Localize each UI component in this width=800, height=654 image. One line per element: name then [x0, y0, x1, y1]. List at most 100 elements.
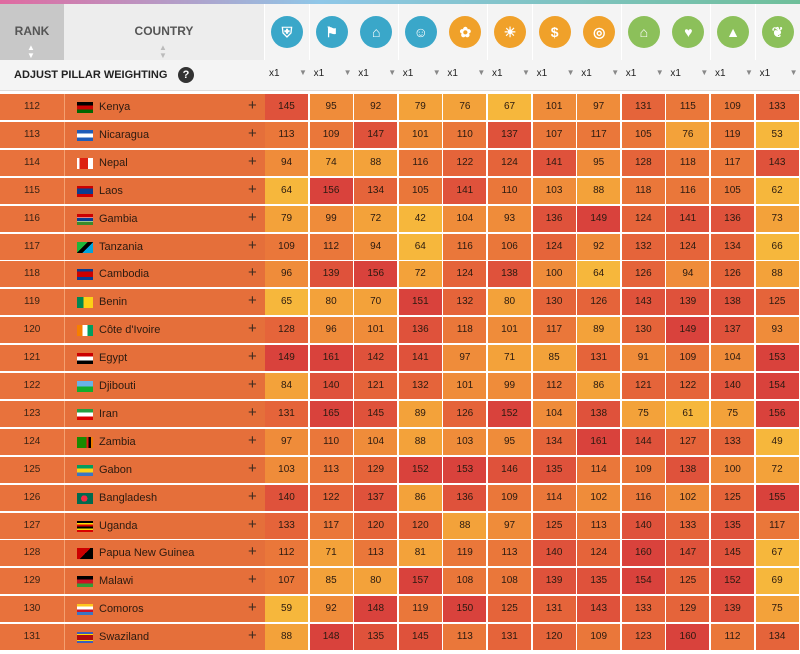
- chevron-down-icon[interactable]: ▼: [745, 68, 753, 77]
- country-cell[interactable]: Papua New Guinea +: [64, 540, 265, 567]
- country-cell[interactable]: Iran +: [64, 400, 265, 427]
- chevron-down-icon[interactable]: ▼: [343, 68, 352, 77]
- chevron-down-icon[interactable]: ▼: [432, 68, 441, 77]
- table-row[interactable]: 116 Gambia +79 99 72 42 104 93 136 149 124 141 136 73: [0, 205, 800, 233]
- expand-plus-icon[interactable]: +: [248, 320, 257, 338]
- expand-plus-icon[interactable]: +: [248, 431, 257, 449]
- sort-arrows-icon[interactable]: ▲ ▼: [27, 43, 35, 60]
- country-cell[interactable]: Kenya +: [64, 94, 265, 120]
- help-icon[interactable]: ?: [178, 67, 194, 83]
- money-bag-icon[interactable]: $: [538, 16, 571, 48]
- pillar-header-2[interactable]: ⚑: [309, 4, 354, 60]
- table-row[interactable]: 120 Côte d'Ivoire +128 96 101 136 118 101 117 89 1…: [0, 317, 800, 344]
- chevron-down-icon[interactable]: ▼: [299, 68, 307, 77]
- country-cell[interactable]: Egypt +: [64, 345, 265, 372]
- sort-arrows-icon[interactable]: ▲ ▼: [159, 43, 167, 60]
- pillar-header-6[interactable]: ☀: [488, 4, 532, 60]
- table-row[interactable]: 119 Benin +65 80 70 151 132 80 130 126 143 139 138 12…: [0, 289, 800, 316]
- table-row[interactable]: 112 Kenya +145 95 92 79 76 67 101 97 131 115 109 133: [0, 94, 800, 121]
- country-cell[interactable]: Comoros +: [64, 596, 265, 623]
- expand-plus-icon[interactable]: +: [248, 152, 257, 170]
- table-row[interactable]: 131 Swaziland +88 148 135 145 113 131 120 109 123 1…: [0, 624, 800, 651]
- table-row[interactable]: 117 Tanzania +109 112 94 64 116 106 124 92 132 124 1…: [0, 233, 800, 261]
- table-row[interactable]: 113 Nicaragua +113 109 147 101 110 137 107 117 105…: [0, 121, 800, 149]
- expand-plus-icon[interactable]: +: [248, 97, 257, 114]
- country-cell[interactable]: Zambia +: [64, 428, 265, 455]
- country-column-header[interactable]: COUNTRY ▲ ▼: [64, 4, 264, 60]
- pillar-header-12[interactable]: ❦: [755, 4, 800, 60]
- country-cell[interactable]: Tanzania +: [64, 233, 265, 260]
- chevron-down-icon[interactable]: ▼: [566, 68, 575, 77]
- pillar-header-7[interactable]: $: [532, 4, 577, 60]
- country-cell[interactable]: Benin +: [64, 289, 265, 316]
- bank-icon[interactable]: ⌂: [360, 16, 393, 48]
- country-cell[interactable]: Nepal +: [64, 149, 265, 176]
- chevron-down-icon[interactable]: ▼: [388, 68, 397, 77]
- shield-icon[interactable]: ⛨: [271, 16, 303, 48]
- expand-plus-icon[interactable]: +: [248, 403, 257, 421]
- table-row[interactable]: 129 Malawi +107 85 80 157 108 108 139 135 154 125 15…: [0, 568, 800, 595]
- chevron-down-icon[interactable]: ▼: [789, 68, 798, 77]
- country-cell[interactable]: Bangladesh +: [64, 484, 265, 511]
- graduation-cap-icon[interactable]: ▲: [717, 16, 749, 48]
- country-cell[interactable]: Malawi +: [64, 568, 265, 595]
- plant-icon[interactable]: ✿: [449, 16, 482, 48]
- country-cell[interactable]: Djibouti +: [64, 373, 265, 399]
- table-row[interactable]: 124 Zambia +97 110 104 88 103 95 134 161 144 127 133…: [0, 428, 800, 456]
- country-cell[interactable]: Laos +: [64, 177, 265, 204]
- expand-plus-icon[interactable]: +: [248, 515, 257, 533]
- chevron-down-icon[interactable]: ▼: [611, 68, 620, 77]
- table-row[interactable]: 128 Papua New Guinea +112 71 113 81 119 113 140 1…: [0, 540, 800, 567]
- table-row[interactable]: 127 Uganda +133 117 120 120 88 97 125 113 140 133 13…: [0, 512, 800, 540]
- rank-column-header[interactable]: RANK ▲ ▼: [0, 4, 64, 60]
- expand-plus-icon[interactable]: +: [248, 264, 257, 282]
- country-cell[interactable]: Uganda +: [64, 512, 265, 539]
- country-cell[interactable]: Swaziland +: [64, 624, 265, 651]
- country-cell[interactable]: Côte d'Ivoire +: [64, 317, 265, 344]
- table-row[interactable]: 125 Gabon +103 113 129 152 153 146 135 114 109 138 1…: [0, 456, 800, 484]
- country-cell[interactable]: Cambodia +: [64, 261, 265, 288]
- expand-plus-icon[interactable]: +: [248, 292, 257, 310]
- pillar-header-9[interactable]: ⌂: [621, 4, 666, 60]
- lightbulb-icon[interactable]: ☀: [494, 16, 526, 48]
- expand-plus-icon[interactable]: +: [248, 459, 257, 477]
- chevron-down-icon[interactable]: ▼: [477, 68, 486, 77]
- country-cell[interactable]: Nicaragua +: [64, 121, 265, 148]
- chevron-down-icon[interactable]: ▼: [700, 68, 709, 77]
- chevron-down-icon[interactable]: ▼: [655, 68, 664, 77]
- expand-plus-icon[interactable]: +: [248, 487, 257, 505]
- pillar-header-8[interactable]: ◎: [577, 4, 622, 60]
- pillar-header-3[interactable]: ⌂: [354, 4, 399, 60]
- expand-plus-icon[interactable]: +: [248, 571, 257, 589]
- heart-icon[interactable]: ♥: [672, 16, 705, 48]
- table-row[interactable]: 130 Comoros +59 92 148 119 150 125 131 143 133 129 1…: [0, 596, 800, 623]
- expand-plus-icon[interactable]: +: [248, 236, 257, 254]
- pillar-header-10[interactable]: ♥: [666, 4, 711, 60]
- pillar-header-11[interactable]: ▲: [711, 4, 755, 60]
- table-row[interactable]: 115 Laos +64 156 134 105 141 110 103 88 118 116 105 6…: [0, 177, 800, 205]
- pillar-header-4[interactable]: ☺: [398, 4, 443, 60]
- table-row[interactable]: 114 Nepal +94 74 88 116 122 124 141 95 128 118 117 14…: [0, 149, 800, 177]
- table-row[interactable]: 123 Iran +131 165 145 89 126 152 104 138 75 61 75 156: [0, 400, 800, 428]
- expand-plus-icon[interactable]: +: [248, 376, 257, 393]
- expand-plus-icon[interactable]: +: [248, 627, 257, 645]
- expand-plus-icon[interactable]: +: [248, 543, 257, 561]
- expand-plus-icon[interactable]: +: [248, 599, 257, 617]
- runner-icon[interactable]: ⚑: [315, 16, 348, 48]
- expand-plus-icon[interactable]: +: [248, 124, 257, 142]
- coin-icon[interactable]: ◎: [583, 16, 616, 48]
- chevron-down-icon[interactable]: ▼: [522, 68, 530, 77]
- country-cell[interactable]: Gambia +: [64, 205, 265, 232]
- table-row[interactable]: 121 Egypt +149 161 142 141 97 71 85 131 91 109 104 15…: [0, 345, 800, 372]
- house-icon[interactable]: ⌂: [627, 16, 660, 48]
- expand-plus-icon[interactable]: +: [248, 208, 257, 226]
- leaf-icon[interactable]: ❦: [761, 16, 794, 48]
- expand-plus-icon[interactable]: +: [248, 180, 257, 198]
- expand-plus-icon[interactable]: +: [248, 348, 257, 366]
- table-row[interactable]: 126 Bangladesh +140 122 137 86 136 109 114 102 116…: [0, 484, 800, 512]
- table-row[interactable]: 122 Djibouti +84 140 121 132 101 99 112 86 121 122 1…: [0, 373, 800, 400]
- pillar-header-1[interactable]: ⛨: [265, 4, 309, 60]
- table-row[interactable]: 118 Cambodia +96 139 156 72 124 138 100 64 126 94 12…: [0, 261, 800, 288]
- people-icon[interactable]: ☺: [404, 16, 437, 48]
- pillar-header-5[interactable]: ✿: [443, 4, 488, 60]
